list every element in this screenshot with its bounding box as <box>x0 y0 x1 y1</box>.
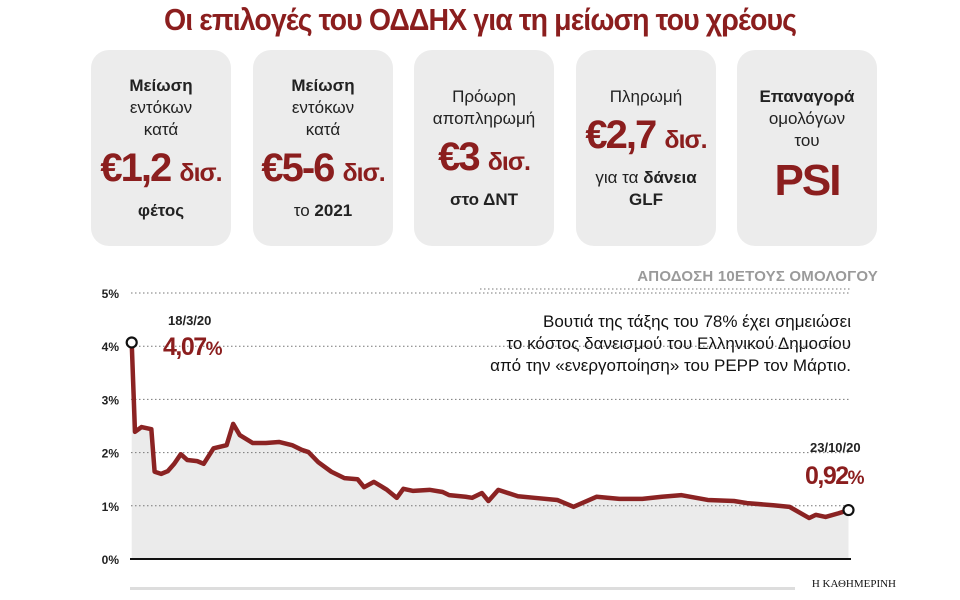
option-card: Πληρωμή €2,7 δισ. για τα δάνεια GLF <box>576 50 716 246</box>
y-tick-label: 5% <box>102 287 120 301</box>
card-text: Πληρωμή <box>609 86 683 106</box>
footer-line2: GLF <box>629 189 663 209</box>
footer-divider <box>130 587 795 590</box>
footer-bold: φέτος <box>137 200 185 220</box>
amount-value: €3 <box>438 134 480 179</box>
card-text: Επαναγορά <box>759 87 855 106</box>
option-card: Μείωση εντόκων κατά €1,2 δισ. φέτος <box>91 50 231 246</box>
card-amount: €2,7 δισ. <box>585 112 707 163</box>
amount-unit: δισ. <box>664 125 707 154</box>
amount-unit: δισ. <box>487 147 531 176</box>
y-tick-label: 0% <box>102 553 120 567</box>
annotation-date: 23/10/20 <box>810 440 861 455</box>
card-text: ομολόγων <box>768 109 846 128</box>
amount-value: €5-6 <box>261 145 335 190</box>
card-amount: €5-6 δισ. <box>261 145 386 196</box>
note-line: Βουτιά της τάξης του 78% έχει σημειώσει <box>542 312 851 331</box>
footer-bold: 2021 <box>314 200 353 220</box>
annotation-number: 4,07 <box>163 333 206 361</box>
amount-value: €2,7 <box>585 112 657 157</box>
endpoint-marker <box>842 503 855 517</box>
credit: Η ΚΑΘΗΜΕΡΙΝΗ <box>811 578 896 590</box>
card-text: κατά <box>143 119 179 139</box>
annotation-unit: % <box>206 339 223 360</box>
card-footer: φέτος <box>138 200 184 222</box>
card-text: Μείωση <box>129 75 193 95</box>
option-card: Επαναγορά ομολόγων του PSI <box>737 50 877 246</box>
endpoint-marker <box>125 336 138 349</box>
amount-unit: δισ. <box>342 158 386 187</box>
card-text: του <box>794 131 820 150</box>
annotation-number: 0,92 <box>805 462 848 490</box>
y-tick-label: 3% <box>102 393 120 407</box>
card-text: εντόκων <box>291 97 355 117</box>
yield-line <box>129 342 850 521</box>
option-card: Πρόωρη αποπληρωμή €3 δισ. στο ΔΝΤ <box>414 50 554 246</box>
y-tick-label: 1% <box>102 500 120 514</box>
y-tick-label: 2% <box>102 447 120 461</box>
chart-note: Βουτιά της τάξης του 78% έχει σημειώσει … <box>490 311 851 377</box>
footer-text: το <box>293 200 315 220</box>
chart-title: ΑΠΟΔΟΣΗ 10ΕΤΟΥΣ ΟΜΟΛΟΓΟΥ <box>637 268 878 285</box>
annotation-date: 18/3/20 <box>168 313 211 328</box>
card-text: εντόκων <box>129 97 193 117</box>
amount-unit: δισ. <box>179 158 222 187</box>
footer-text: για τα <box>595 167 644 187</box>
footer-bold: δάνεια <box>643 167 697 187</box>
card-footer: το 2021 <box>294 200 352 222</box>
card-text: Πρόωρη <box>452 86 516 106</box>
y-tick-label: 4% <box>102 340 120 354</box>
page-title: Οι επιλογές του ΟΔΔΗΧ για τη μείωση του … <box>163 2 797 37</box>
option-card: Μείωση εντόκων κατά €5-6 δισ. το 2021 <box>253 50 393 246</box>
amount-value: €1,2 <box>100 145 172 190</box>
card-footer: για τα δάνεια <box>595 167 696 189</box>
card-amount: €3 δισ. <box>438 134 531 185</box>
note-line: από την «ενεργοποίηση» του PEPP τον Μάρτ… <box>490 356 851 375</box>
annotation-unit: % <box>848 468 865 489</box>
card-footer: στο ΔΝΤ <box>450 189 518 211</box>
card-text: Μείωση <box>291 75 355 95</box>
area-fill <box>131 342 849 559</box>
footer-bold: στο ΔΝΤ <box>449 189 519 209</box>
card-text: αποπληρωμή <box>432 108 536 128</box>
card-amount: PSI <box>774 156 842 205</box>
card-text: κατά <box>305 119 341 139</box>
annotation-value: 4,07% <box>163 333 223 361</box>
annotation-value: 0,92% <box>805 462 865 490</box>
note-line: το κόστος δανεισμού του Ελληνικού Δημοσί… <box>506 334 851 353</box>
card-amount: €1,2 δισ. <box>100 145 222 196</box>
